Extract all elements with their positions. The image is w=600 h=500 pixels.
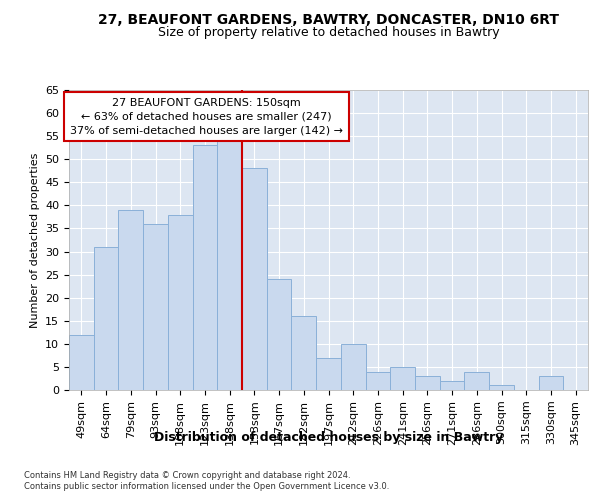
- Bar: [415, 376, 440, 390]
- Text: Contains public sector information licensed under the Open Government Licence v3: Contains public sector information licen…: [24, 482, 389, 491]
- Bar: [539, 376, 563, 390]
- Text: Size of property relative to detached houses in Bawtry: Size of property relative to detached ho…: [158, 26, 500, 39]
- Bar: [316, 358, 341, 390]
- Bar: [267, 279, 292, 390]
- Bar: [168, 214, 193, 390]
- Bar: [242, 168, 267, 390]
- Bar: [390, 367, 415, 390]
- Bar: [365, 372, 390, 390]
- Bar: [69, 334, 94, 390]
- Bar: [143, 224, 168, 390]
- Bar: [94, 247, 118, 390]
- Bar: [440, 381, 464, 390]
- Text: 27, BEAUFONT GARDENS, BAWTRY, DONCASTER, DN10 6RT: 27, BEAUFONT GARDENS, BAWTRY, DONCASTER,…: [98, 12, 559, 26]
- Bar: [217, 141, 242, 390]
- Bar: [464, 372, 489, 390]
- Bar: [341, 344, 365, 390]
- Bar: [489, 386, 514, 390]
- Text: Contains HM Land Registry data © Crown copyright and database right 2024.: Contains HM Land Registry data © Crown c…: [24, 471, 350, 480]
- Text: Distribution of detached houses by size in Bawtry: Distribution of detached houses by size …: [154, 431, 503, 444]
- Bar: [118, 210, 143, 390]
- Bar: [292, 316, 316, 390]
- Text: 27 BEAUFONT GARDENS: 150sqm
← 63% of detached houses are smaller (247)
37% of se: 27 BEAUFONT GARDENS: 150sqm ← 63% of det…: [70, 98, 343, 136]
- Bar: [193, 146, 217, 390]
- Y-axis label: Number of detached properties: Number of detached properties: [29, 152, 40, 328]
